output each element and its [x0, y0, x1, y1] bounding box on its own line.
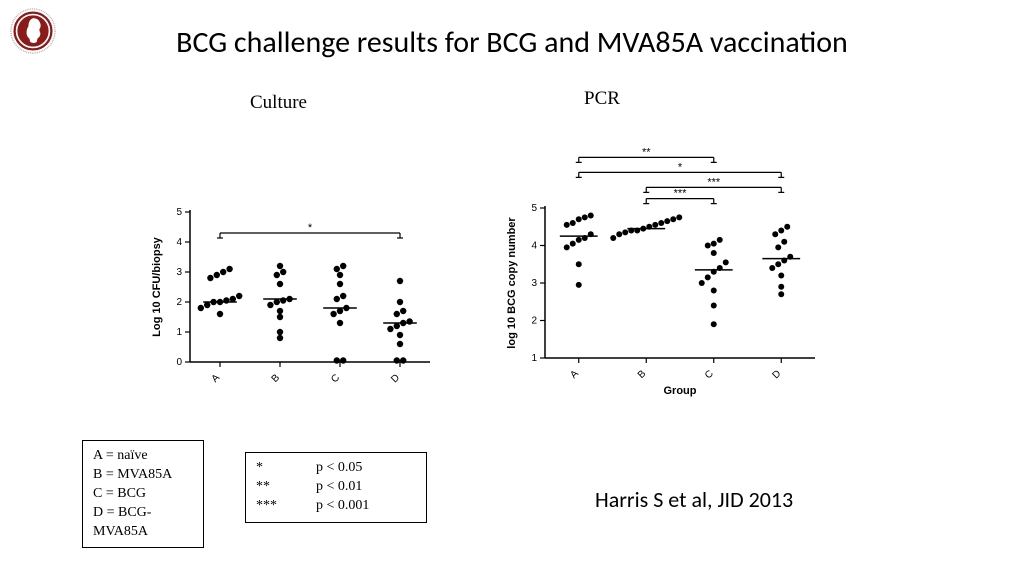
svg-text:*: * — [308, 222, 313, 234]
svg-text:3: 3 — [176, 267, 182, 278]
svg-text:**: ** — [642, 146, 651, 158]
svg-text:5: 5 — [176, 207, 182, 218]
svg-text:*: * — [678, 161, 683, 173]
pcr-chart-title: PCR — [584, 88, 620, 110]
svg-text:Group: Group — [664, 385, 697, 397]
svg-text:1: 1 — [531, 353, 537, 364]
svg-text:B: B — [636, 368, 649, 381]
svg-text:2: 2 — [176, 297, 182, 308]
citation: Harris S et al, JID 2013 — [595, 486, 793, 513]
svg-text:0: 0 — [176, 357, 182, 368]
svg-text:5: 5 — [531, 203, 537, 214]
svg-text:1: 1 — [176, 327, 182, 338]
svg-text:C: C — [329, 372, 342, 385]
svg-text:D: D — [770, 368, 783, 381]
svg-text:2: 2 — [531, 316, 537, 327]
svg-text:log 10 BCG copy number: log 10 BCG copy number — [506, 217, 518, 349]
svg-text:***: *** — [674, 188, 688, 200]
svg-text:4: 4 — [176, 237, 182, 248]
culture-chart: 0 1 2 3 4 5 A B C D Log 10 CFU/biopsy * — [140, 170, 450, 400]
legend-row: A = naïve — [93, 447, 193, 466]
group-legend: A = naïve B = MVA85A C = BCG D = BCG-MVA… — [82, 440, 204, 548]
pvalue-row: ***p < 0.001 — [256, 497, 416, 516]
culture-chart-title: Culture — [250, 92, 307, 114]
svg-text:A: A — [210, 372, 223, 385]
svg-text:D: D — [389, 372, 402, 385]
svg-text:***: *** — [707, 176, 721, 188]
pvalue-row: *p < 0.05 — [256, 459, 416, 478]
pvalue-legend: *p < 0.05 **p < 0.01 ***p < 0.001 — [245, 452, 427, 523]
svg-text:4: 4 — [531, 241, 537, 252]
pcr-chart: 12345ABCDlog 10 BCG copy numberGroup****… — [490, 108, 850, 408]
svg-text:C: C — [703, 368, 716, 381]
legend-row: D = BCG-MVA85A — [93, 504, 193, 542]
legend-row: C = BCG — [93, 485, 193, 504]
svg-text:B: B — [270, 372, 283, 385]
svg-text:Log 10 CFU/biopsy: Log 10 CFU/biopsy — [151, 236, 163, 337]
svg-text:A: A — [568, 368, 581, 381]
slide-title: BCG challenge results for BCG and MVA85A… — [0, 24, 1024, 61]
pvalue-row: **p < 0.01 — [256, 478, 416, 497]
legend-row: B = MVA85A — [93, 466, 193, 485]
svg-text:3: 3 — [531, 278, 537, 289]
